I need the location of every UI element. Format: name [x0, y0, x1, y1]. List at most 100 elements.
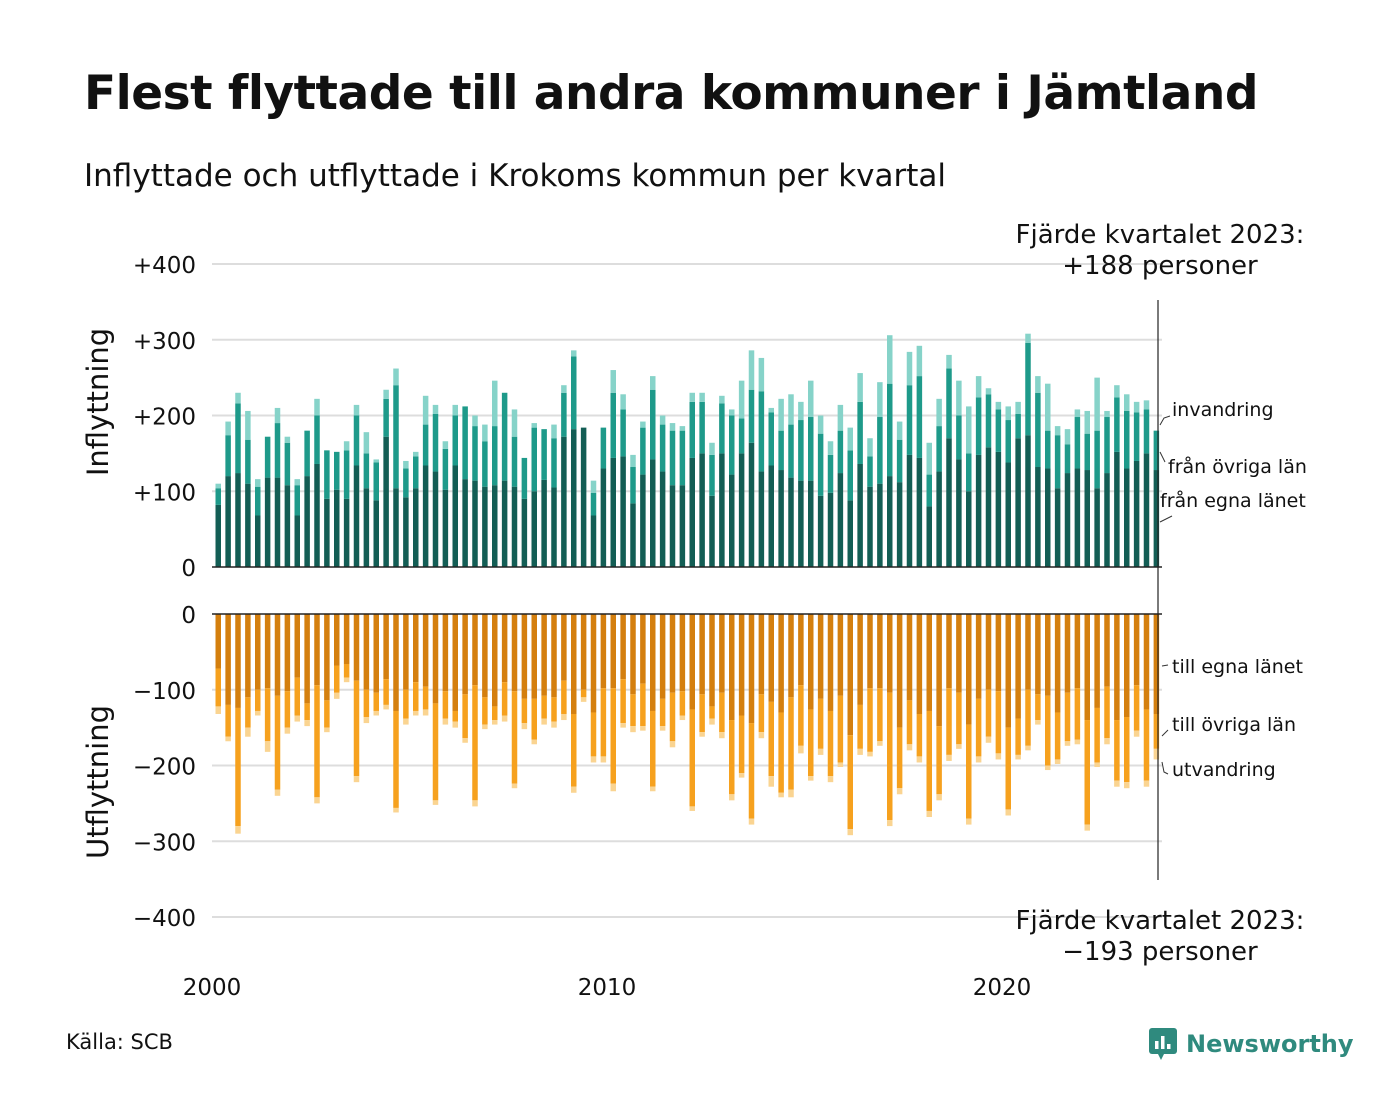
bar-out-own-county: [571, 614, 577, 714]
bar-in-immigration: [1114, 385, 1120, 398]
bar-in-immigration: [1084, 410, 1090, 434]
bar-in-own-county: [946, 438, 952, 567]
bar-in-own-county: [669, 485, 676, 567]
bar-out-other-counties: [363, 689, 370, 718]
bar-out-emigration: [462, 738, 468, 743]
bar-out-emigration: [906, 744, 913, 751]
bar-in-other-counties: [482, 441, 488, 487]
bar-in-own-county: [1153, 470, 1160, 567]
bar-out-emigration: [877, 741, 883, 746]
bar-in-own-county: [403, 497, 409, 567]
bar-out-own-county: [817, 614, 824, 699]
bar-out-own-county: [590, 614, 597, 713]
bar-in-immigration: [383, 389, 389, 399]
bar-out-own-county: [729, 614, 735, 721]
bar-out-emigration: [1015, 754, 1021, 760]
bar-out-emigration: [620, 723, 626, 728]
bar-out-emigration: [946, 754, 952, 761]
y-tick-label: +100: [133, 480, 196, 506]
bar-in-own-county: [462, 479, 468, 567]
label-invandring: invandring: [1172, 399, 1274, 421]
bar-in-own-county: [748, 442, 755, 567]
newsworthy-logo-icon: [1149, 1028, 1177, 1060]
bar-out-own-county: [393, 614, 399, 711]
bar-in-immigration: [748, 350, 755, 390]
bar-in-own-county: [383, 436, 389, 567]
bar-out-emigration: [353, 776, 360, 783]
bar-in-other-counties: [541, 429, 547, 480]
bar-in-immigration: [284, 436, 291, 443]
bar-in-other-counties: [738, 418, 745, 454]
bar-in-other-counties: [531, 427, 537, 492]
bar-out-emigration: [847, 829, 853, 836]
bar-in-immigration: [729, 409, 735, 416]
bar-in-other-counties: [798, 420, 804, 481]
bar-out-other-counties: [877, 688, 883, 742]
bar-out-other-counties: [541, 695, 547, 719]
bar-out-other-counties: [975, 698, 982, 757]
bar-in-own-county: [1025, 435, 1031, 567]
bar-out-other-counties: [571, 713, 577, 787]
bar-in-other-counties: [679, 430, 686, 486]
bar-in-other-counties: [1035, 392, 1041, 468]
bar-in-own-county: [452, 465, 458, 567]
bar-in-own-county: [699, 453, 705, 567]
bar-out-other-counties: [896, 727, 903, 789]
bar-out-emigration: [521, 723, 528, 730]
bar-out-other-counties: [1035, 694, 1041, 721]
bar-out-emigration: [729, 794, 735, 801]
bar-out-own-county: [956, 614, 962, 693]
bar-out-emigration: [304, 720, 310, 727]
bar-in-own-county: [1133, 460, 1140, 567]
bar-out-other-counties: [531, 698, 537, 740]
bar-in-immigration: [1074, 409, 1081, 418]
bar-in-immigration: [906, 351, 913, 386]
bar-in-immigration: [1133, 401, 1140, 413]
bar-out-other-counties: [462, 694, 468, 739]
bar-in-other-counties: [413, 456, 419, 489]
grid-top: [212, 263, 1162, 493]
migration-chart: 0 +100 +200 +300 +400 0 −100 −200 −300 −400 2000…: [81, 220, 1307, 1001]
bar-in-immigration: [956, 380, 962, 416]
bar-out-emigration: [501, 715, 508, 722]
bar-in-immigration: [1143, 400, 1150, 410]
bar-in-other-counties: [324, 450, 330, 499]
bar-out-emigration: [294, 715, 300, 722]
bar-in-other-counties: [235, 403, 241, 474]
bar-out-other-counties: [1005, 727, 1011, 810]
y-tick-label: +400: [133, 253, 196, 279]
bar-out-other-counties: [630, 694, 636, 727]
bar-in-other-counties: [551, 438, 557, 488]
bar-in-own-county: [521, 498, 528, 567]
bar-in-own-county: [995, 451, 1002, 567]
bar-in-immigration: [778, 398, 784, 431]
bar-in-other-counties: [501, 392, 508, 481]
bar-out-own-county: [906, 614, 913, 701]
bar-in-own-county: [274, 477, 281, 567]
bar-out-emigration: [600, 756, 607, 763]
bar-out-emigration: [719, 732, 725, 739]
bar-in-own-county: [343, 498, 350, 567]
bar-in-immigration: [857, 373, 863, 402]
bar-in-other-counties: [284, 442, 291, 486]
bar-in-immigration: [1104, 410, 1110, 418]
bar-out-emigration: [324, 727, 330, 733]
leader-till-ovriga-lan: [1161, 729, 1169, 737]
bar-in-other-counties: [1104, 417, 1110, 474]
bar-out-emigration: [274, 789, 281, 796]
bar-out-emigration: [363, 717, 370, 724]
bar-in-own-county: [827, 492, 834, 567]
bar-in-other-counties: [768, 412, 774, 466]
chart-subtitle: Inflyttade och utflyttade i Krokoms komm…: [84, 158, 947, 194]
bar-out-other-counties: [808, 709, 814, 777]
bar-out-emigration: [284, 727, 291, 734]
bar-out-other-counties: [640, 683, 646, 727]
bar-in-other-counties: [1084, 433, 1090, 471]
x-tick-label: 2020: [973, 975, 1032, 1001]
y-tick-label: −300: [133, 830, 196, 856]
bar-out-emigration: [896, 788, 903, 795]
bar-in-immigration: [827, 441, 834, 455]
bar-out-other-counties: [620, 679, 626, 724]
bar-in-own-county: [334, 489, 340, 567]
bar-in-own-county: [837, 473, 844, 567]
